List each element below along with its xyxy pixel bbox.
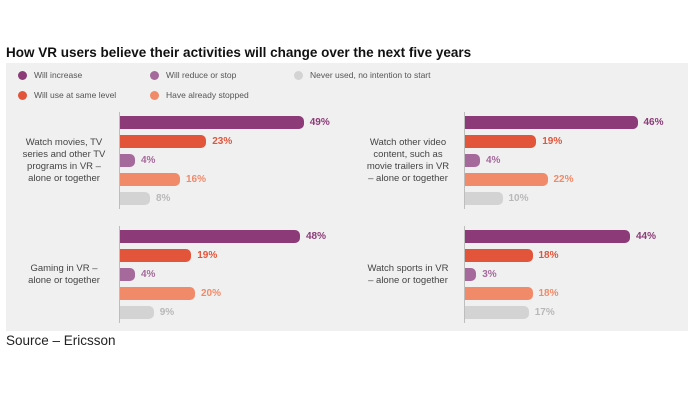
category-axis — [119, 112, 120, 209]
chart-panel: Will increase Will use at same level Wil… — [6, 63, 688, 331]
bar — [465, 230, 630, 243]
legend-swatch — [18, 70, 27, 80]
bar — [465, 268, 477, 281]
data-label: 8% — [156, 193, 171, 204]
legend-item-never-used: Never used, no intention to start — [294, 70, 431, 80]
data-label: 19% — [197, 250, 218, 261]
data-label: 18% — [538, 288, 559, 299]
data-label: 20% — [201, 288, 222, 299]
bar — [120, 230, 300, 243]
data-label: 16% — [186, 174, 207, 185]
bar — [465, 173, 548, 186]
legend-label: Will increase — [34, 70, 83, 80]
category-axis — [464, 112, 465, 209]
legend-item-same-level: Will use at same level — [18, 90, 116, 100]
bar — [120, 268, 135, 281]
legend-item-already-stopped: Have already stopped — [150, 90, 249, 100]
bar — [120, 249, 192, 262]
data-label: 9% — [159, 307, 175, 318]
legend-item-reduce-or-stop: Will reduce or stop — [150, 70, 236, 80]
data-label: 18% — [538, 250, 559, 261]
data-label: 3% — [482, 269, 497, 280]
bar — [120, 306, 154, 319]
legend-item-will-increase: Will increase — [18, 70, 82, 80]
data-label: 46% — [643, 117, 664, 128]
category-label: Gaming in VR – alone or together — [28, 263, 100, 286]
category-axis — [464, 226, 465, 323]
legend-label: Will use at same level — [34, 90, 117, 100]
bar — [465, 192, 503, 205]
data-label: 4% — [141, 269, 156, 280]
source-note: Source – Ericsson — [6, 333, 116, 348]
category-axis — [119, 226, 120, 323]
bar — [120, 116, 304, 129]
bar — [465, 154, 480, 167]
legend-swatch — [150, 90, 159, 100]
bar — [120, 287, 195, 300]
category-label: Watch movies, TV series and other TV progr… — [22, 137, 106, 184]
data-label: 10% — [508, 193, 529, 204]
category-label: Watch sports in VR – alone or together — [367, 263, 449, 286]
data-label: 19% — [542, 136, 563, 147]
data-label: 4% — [486, 155, 501, 166]
legend-swatch — [294, 70, 303, 80]
bar — [120, 135, 207, 148]
data-label: 48% — [306, 231, 327, 242]
data-label: 23% — [212, 136, 233, 147]
legend-swatch — [150, 70, 159, 80]
bar — [120, 173, 180, 186]
data-label: 49% — [309, 117, 330, 128]
bar — [465, 116, 638, 129]
legend-label: Will reduce or stop — [166, 70, 237, 80]
legend-label: Have already stopped — [166, 90, 249, 100]
chart-title: How VR users believe their activities wi… — [6, 45, 472, 60]
bar — [465, 287, 533, 300]
data-label: 4% — [141, 155, 156, 166]
legend-label: Never used, no intention to start — [310, 70, 431, 80]
legend-swatch — [18, 90, 27, 100]
bar — [120, 154, 135, 167]
data-label: 17% — [534, 307, 555, 318]
data-label: 22% — [553, 174, 574, 185]
data-label: 44% — [636, 231, 657, 242]
category-label: Watch other video content, such as movie t… — [366, 137, 450, 184]
bar — [465, 306, 529, 319]
bar — [120, 192, 150, 205]
bar — [465, 249, 533, 262]
bar — [465, 135, 537, 148]
